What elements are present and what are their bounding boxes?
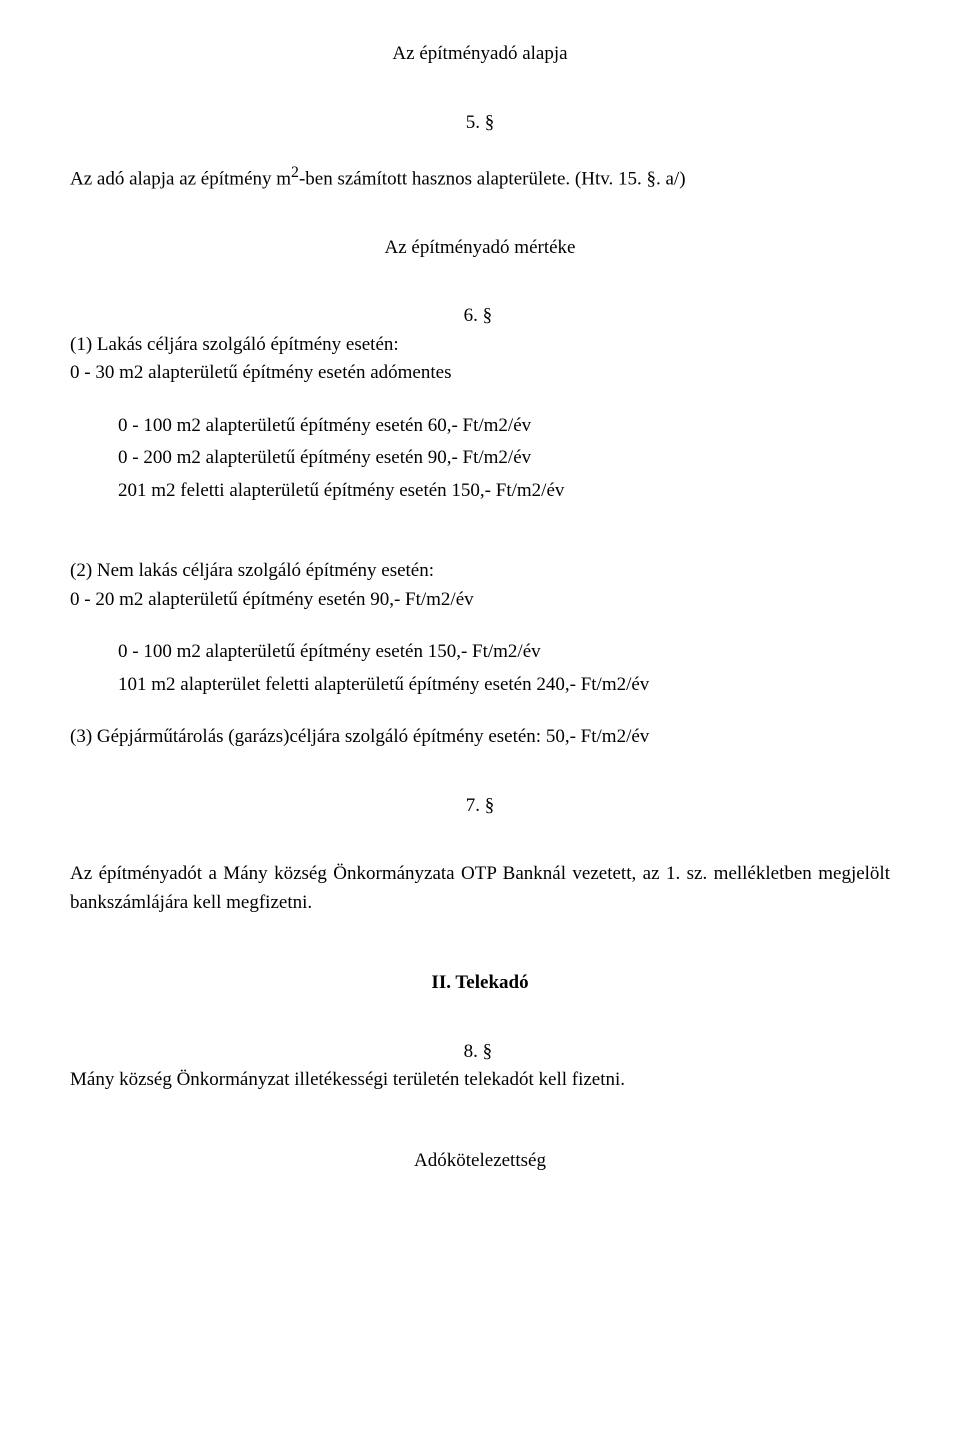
section-title-epitmenyado-merteke: Az építményadó mértéke: [70, 234, 890, 263]
paragraph-1-heading: (1) Lakás céljára szolgáló építmény eset…: [70, 331, 890, 360]
list2-item-a: 0 - 100 m2 alapterületű építmény esetén …: [118, 638, 890, 667]
section-number-7: 7. §: [70, 792, 890, 821]
section-title-telekado: II. Telekadó: [70, 969, 890, 998]
paragraph-2-line: 0 - 20 m2 alapterületű építmény esetén 9…: [70, 586, 890, 615]
section-title-epitmenyado-alapja: Az építményadó alapja: [70, 40, 890, 69]
paragraph-2-heading: (2) Nem lakás céljára szolgáló építmény …: [70, 557, 890, 586]
paragraph-epitmenyadot: Az építményadót a Mány község Önkormányz…: [70, 860, 890, 917]
section-number-8: 8. §: [464, 1038, 890, 1067]
text-ado-alapja-prefix: Az adó alapja az építmény m: [70, 168, 291, 189]
paragraph-telekado: Mány község Önkormányzat illetékességi t…: [70, 1066, 890, 1095]
paragraph-3: (3) Gépjárműtárolás (garázs)céljára szol…: [70, 723, 890, 752]
list1-item-a: 0 - 100 m2 alapterületű építmény esetén …: [118, 412, 890, 441]
list2-item-b: 101 m2 alapterület feletti alapterületű …: [118, 671, 890, 700]
section-number-6: 6. §: [464, 302, 890, 331]
text-ado-alapja-suffix: -ben számított hasznos alapterülete. (Ht…: [299, 168, 686, 189]
paragraph-1-line: 0 - 30 m2 alapterületű építmény esetén a…: [70, 359, 890, 388]
list1-item-b: 0 - 200 m2 alapterületű építmény esetén …: [118, 444, 890, 473]
footer-adokotelezettseg: Adókötelezettség: [70, 1147, 890, 1176]
section-number-5: 5. §: [70, 109, 890, 138]
paragraph-ado-alapja: Az adó alapja az építmény m2-ben számíto…: [70, 161, 890, 194]
list1-item-c: 201 m2 feletti alapterületű építmény ese…: [118, 477, 890, 506]
text-ado-alapja-sup: 2: [291, 164, 299, 181]
